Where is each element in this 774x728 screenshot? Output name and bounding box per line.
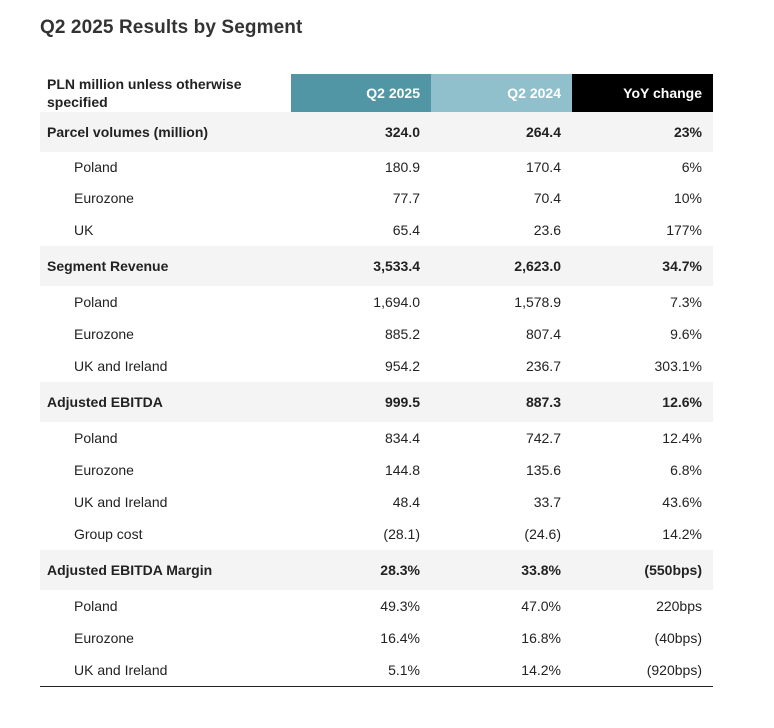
header-q2-2025-cell: Q2 2025 xyxy=(291,74,431,112)
yoy-value: 220bps xyxy=(572,590,713,622)
table-row: Eurozone 144.8 135.6 6.8% xyxy=(40,454,713,486)
row-label: Eurozone xyxy=(40,182,291,214)
yoy-value: 177% xyxy=(572,214,713,246)
q2-2024-value: 23.6 xyxy=(431,214,572,246)
q2-2025-value: 885.2 xyxy=(291,318,431,350)
table-row: UK and Ireland 48.4 33.7 43.6% xyxy=(40,486,713,518)
q2-2024-value: 1,578.9 xyxy=(431,286,572,318)
yoy-value: 6% xyxy=(572,152,713,182)
row-label: Adjusted EBITDA xyxy=(40,382,291,422)
table-row-group: Adjusted EBITDA Margin 28.3% 33.8% (550b… xyxy=(40,550,713,590)
q2-2025-value: 144.8 xyxy=(291,454,431,486)
yoy-value: (40bps) xyxy=(572,622,713,654)
table-row: Group cost (28.1) (24.6) 14.2% xyxy=(40,518,713,550)
q2-2025-value: 834.4 xyxy=(291,422,431,454)
q2-2025-value: 324.0 xyxy=(291,112,431,152)
table-row-group: Parcel volumes (million) 324.0 264.4 23% xyxy=(40,112,713,152)
yoy-value: 12.4% xyxy=(572,422,713,454)
table-row: Eurozone 885.2 807.4 9.6% xyxy=(40,318,713,350)
yoy-value: 43.6% xyxy=(572,486,713,518)
yoy-value: 9.6% xyxy=(572,318,713,350)
q2-2025-value: 65.4 xyxy=(291,214,431,246)
yoy-value: (920bps) xyxy=(572,654,713,687)
q2-2025-value: 49.3% xyxy=(291,590,431,622)
q2-2024-value: (24.6) xyxy=(431,518,572,550)
row-label: Poland xyxy=(40,286,291,318)
row-label: Poland xyxy=(40,590,291,622)
table-row: UK and Ireland 5.1% 14.2% (920bps) xyxy=(40,654,713,687)
q2-2025-value: (28.1) xyxy=(291,518,431,550)
q2-2024-value: 2,623.0 xyxy=(431,246,572,286)
table-row: Poland 180.9 170.4 6% xyxy=(40,152,713,182)
row-label: Poland xyxy=(40,422,291,454)
yoy-value: 6.8% xyxy=(572,454,713,486)
q2-2025-value: 954.2 xyxy=(291,350,431,382)
q2-2024-value: 135.6 xyxy=(431,454,572,486)
q2-2025-value: 5.1% xyxy=(291,654,431,687)
table-row: Poland 49.3% 47.0% 220bps xyxy=(40,590,713,622)
row-label: UK and Ireland xyxy=(40,654,291,687)
q2-2025-value: 999.5 xyxy=(291,382,431,422)
header-label-cell: PLN million unless otherwise specified xyxy=(40,74,291,112)
yoy-value: (550bps) xyxy=(572,550,713,590)
row-label: UK and Ireland xyxy=(40,486,291,518)
yoy-value: 12.6% xyxy=(572,382,713,422)
table-row: Eurozone 16.4% 16.8% (40bps) xyxy=(40,622,713,654)
q2-2024-value: 70.4 xyxy=(431,182,572,214)
header-yoy-cell: YoY change xyxy=(572,74,713,112)
yoy-value: 34.7% xyxy=(572,246,713,286)
q2-2024-value: 16.8% xyxy=(431,622,572,654)
q2-2025-value: 1,694.0 xyxy=(291,286,431,318)
row-label: Group cost xyxy=(40,518,291,550)
yoy-value: 10% xyxy=(572,182,713,214)
header-row: PLN million unless otherwise specified Q… xyxy=(40,74,713,112)
row-label: Parcel volumes (million) xyxy=(40,112,291,152)
yoy-value: 23% xyxy=(572,112,713,152)
q2-2024-value: 264.4 xyxy=(431,112,572,152)
table-row: Poland 834.4 742.7 12.4% xyxy=(40,422,713,454)
q2-2025-value: 16.4% xyxy=(291,622,431,654)
q2-2024-value: 14.2% xyxy=(431,654,572,687)
row-label: Segment Revenue xyxy=(40,246,291,286)
q2-2024-value: 742.7 xyxy=(431,422,572,454)
row-label: Poland xyxy=(40,152,291,182)
q2-2024-value: 887.3 xyxy=(431,382,572,422)
q2-2025-value: 28.3% xyxy=(291,550,431,590)
table-body: Parcel volumes (million) 324.0 264.4 23%… xyxy=(40,112,713,687)
q2-2024-value: 807.4 xyxy=(431,318,572,350)
table-header: PLN million unless otherwise specified Q… xyxy=(40,74,713,112)
table-row-group: Segment Revenue 3,533.4 2,623.0 34.7% xyxy=(40,246,713,286)
row-label: Eurozone xyxy=(40,622,291,654)
q2-2024-value: 47.0% xyxy=(431,590,572,622)
q2-2024-value: 33.8% xyxy=(431,550,572,590)
yoy-value: 14.2% xyxy=(572,518,713,550)
yoy-value: 303.1% xyxy=(572,350,713,382)
q2-2024-value: 33.7 xyxy=(431,486,572,518)
row-label: UK xyxy=(40,214,291,246)
q2-2024-value: 170.4 xyxy=(431,152,572,182)
page-title: Q2 2025 Results by Segment xyxy=(40,17,303,38)
table-row: UK 65.4 23.6 177% xyxy=(40,214,713,246)
q2-2025-value: 180.9 xyxy=(291,152,431,182)
row-label: Eurozone xyxy=(40,318,291,350)
row-label: Adjusted EBITDA Margin xyxy=(40,550,291,590)
table-row: Eurozone 77.7 70.4 10% xyxy=(40,182,713,214)
table-row: UK and Ireland 954.2 236.7 303.1% xyxy=(40,350,713,382)
results-table: PLN million unless otherwise specified Q… xyxy=(40,74,713,687)
table-row: Poland 1,694.0 1,578.9 7.3% xyxy=(40,286,713,318)
yoy-value: 7.3% xyxy=(572,286,713,318)
q2-2024-value: 236.7 xyxy=(431,350,572,382)
row-label: UK and Ireland xyxy=(40,350,291,382)
header-q2-2024-cell: Q2 2024 xyxy=(431,74,572,112)
q2-2025-value: 77.7 xyxy=(291,182,431,214)
q2-2025-value: 48.4 xyxy=(291,486,431,518)
row-label: Eurozone xyxy=(40,454,291,486)
table-row-group: Adjusted EBITDA 999.5 887.3 12.6% xyxy=(40,382,713,422)
q2-2025-value: 3,533.4 xyxy=(291,246,431,286)
